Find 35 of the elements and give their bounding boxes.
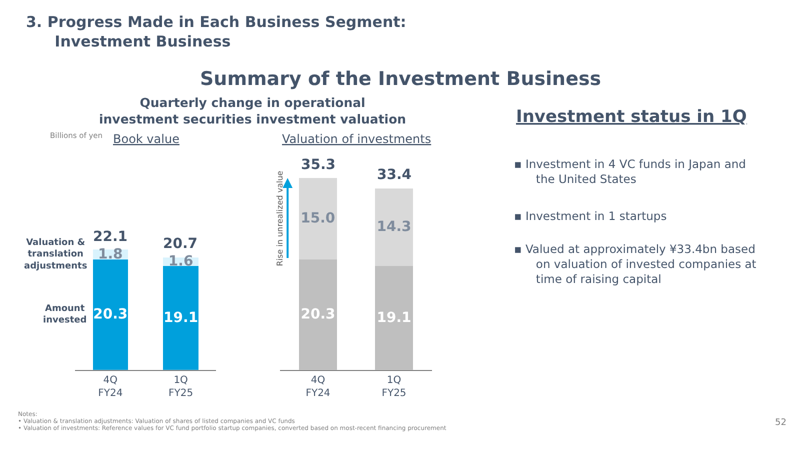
- data-label: 20.3: [93, 306, 128, 323]
- chart-title: Book value: [113, 132, 180, 146]
- text: Summary of the Investment Business: [200, 68, 602, 90]
- bar: [375, 188, 413, 266]
- total-label: 20.7: [163, 236, 198, 252]
- data-label: 20.3: [300, 306, 336, 323]
- data-label: 1.8: [98, 246, 123, 263]
- text: ▪ Investment in 1 startups: [514, 209, 667, 223]
- data-label: 19.1: [376, 310, 412, 326]
- x-tick-label: 4Q FY24: [98, 374, 123, 399]
- bar: [299, 178, 337, 260]
- annotation: Rise in unrealized value: [276, 170, 285, 266]
- total-label: 22.1: [93, 229, 128, 245]
- chart-title: Valuation of investments: [282, 132, 432, 146]
- bar: [375, 266, 413, 370]
- text: ▪ Valued at approximately ¥33.4bn based on valuation of invested companies at time of raising capital: [514, 242, 757, 286]
- bar: [92, 260, 128, 370]
- text: Quarterly change in operational investment securities investment valuation: [99, 95, 406, 126]
- data-label: 19.1: [164, 310, 198, 326]
- total-label: 35.3: [301, 157, 336, 173]
- data-label: 14.3: [376, 219, 412, 236]
- text: ▪ Investment in 4 VC funds in Japan and the United States: [514, 157, 746, 186]
- text: 52: [775, 418, 786, 428]
- bar: [163, 266, 198, 370]
- x-tick-label: 1Q FY25: [168, 374, 194, 399]
- data-label: 15.0: [300, 210, 336, 227]
- text: 3. Progress Made in Each Business Segment: Investment Business: [26, 13, 406, 50]
- series-label: Valuation & translation adjustments: [24, 238, 88, 272]
- series-label: Amount invested: [43, 304, 87, 326]
- text: Investment status in 1Q: [516, 107, 747, 127]
- data-label: 1.6: [168, 254, 194, 270]
- total-label: 33.4: [377, 167, 412, 183]
- x-tick-label: 4Q FY24: [306, 374, 330, 399]
- bar: [299, 260, 337, 370]
- x-tick-label: 1Q FY25: [382, 374, 406, 399]
